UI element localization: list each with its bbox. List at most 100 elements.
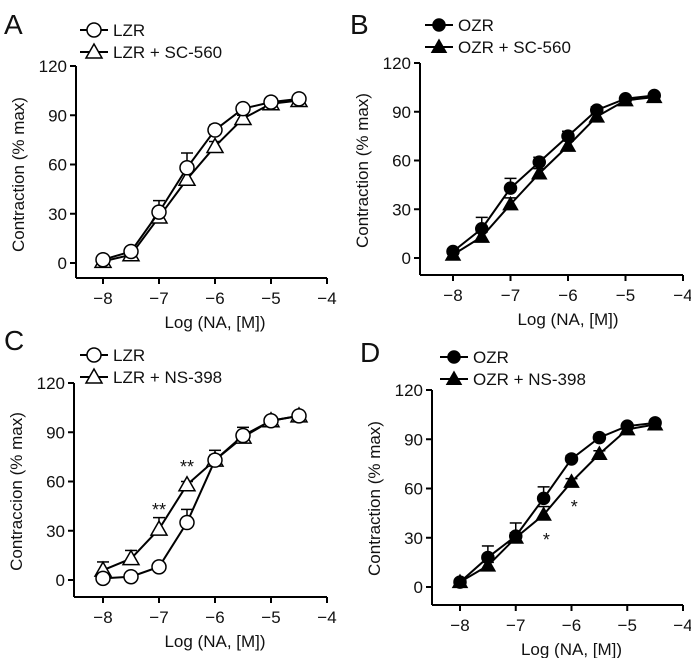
legend-item: OZR (440, 348, 509, 367)
y-tick-label: 120 (395, 381, 423, 400)
series-line (102, 99, 300, 263)
x-tick-label: −6 (205, 608, 224, 627)
legend-item: OZR + NS-398 (440, 370, 586, 389)
data-point (235, 427, 251, 444)
data-point (620, 419, 634, 433)
data-point (592, 430, 607, 445)
x-tick-label: −8 (93, 289, 112, 308)
data-point (503, 181, 518, 195)
x-tick-label: −7 (506, 616, 525, 635)
legend-item: LZR + NS-398 (80, 367, 222, 387)
significance-marker: ** (152, 500, 166, 520)
data-point (647, 88, 661, 103)
y-tick-label: 60 (404, 480, 423, 499)
panel-label: B (350, 9, 369, 40)
y-tick-label: 60 (392, 152, 411, 171)
x-tick-label: −4 (673, 616, 691, 635)
x-tick-label: −5 (616, 286, 635, 305)
legend-label: LZR + NS-398 (113, 368, 222, 387)
data-point (149, 519, 169, 536)
panel-label: A (4, 9, 23, 40)
x-tick-label: −8 (93, 608, 112, 627)
y-tick-label: 90 (392, 103, 411, 122)
legend-marker (447, 350, 461, 364)
legend-label: OZR + NS-398 (473, 370, 586, 389)
y-tick-label: 30 (392, 200, 411, 219)
data-point (509, 529, 523, 543)
panel-b: B 0 30 60 90 120 −8 −7 −6 −5 −4 Log (NA, [M]) Contra… (350, 9, 691, 329)
data-point (502, 195, 519, 211)
data-point (123, 243, 139, 260)
y-tick-label: 30 (404, 529, 423, 548)
series-line (102, 97, 300, 261)
legend-label: LZR (113, 21, 145, 40)
legend-label: OZR (458, 16, 494, 35)
y-tick-label: 0 (58, 254, 67, 273)
data-point (121, 549, 141, 566)
data-point (648, 416, 662, 430)
panel-c: C 0 30 60 90 120 −8 −7 −6 −5 −4 Log (NA, [M]) Contra… (4, 325, 337, 651)
x-axis-label: Log (NA, [M]) (164, 313, 265, 332)
data-point (179, 160, 195, 176)
data-point (207, 122, 223, 138)
data-point (151, 559, 167, 575)
series-lzr (95, 408, 307, 587)
data-point (95, 570, 111, 587)
y-tick-label: 0 (56, 571, 65, 590)
data-point (291, 91, 307, 107)
legend-marker (86, 347, 102, 363)
data-point (479, 557, 497, 572)
y-axis-label: Contraction (% max) (365, 421, 384, 576)
y-tick-label: 60 (48, 156, 67, 175)
y-axis-label: Contraction (% max) (9, 97, 28, 252)
legend-marker (432, 18, 446, 32)
data-point (453, 575, 467, 589)
data-point (123, 568, 139, 585)
y-tick-label: 0 (402, 249, 411, 268)
data-point (618, 92, 633, 106)
y-tick-label: 90 (404, 430, 423, 449)
x-tick-label: −5 (618, 616, 637, 635)
legend-label: LZR + SC-560 (113, 43, 222, 62)
data-point (207, 452, 223, 468)
data-point (561, 129, 575, 143)
legend-marker (86, 22, 102, 38)
series-ozr (453, 416, 662, 589)
legend-marker (84, 367, 104, 384)
series-lzr-sc-560 (93, 90, 309, 269)
data-point (481, 550, 495, 565)
legend-label: LZR (113, 346, 145, 365)
legend-marker (84, 42, 104, 59)
y-axis-label: Contraction (% max) (353, 93, 372, 248)
data-point (591, 445, 608, 461)
x-tick-label: −6 (562, 616, 581, 635)
x-axis-label: Log (NA, [M]) (164, 632, 265, 651)
x-tick-label: −7 (149, 289, 168, 308)
data-point (95, 251, 111, 268)
data-point (263, 94, 279, 110)
data-point (177, 169, 197, 187)
legend-item: LZR + SC-560 (80, 42, 222, 62)
legend-label: OZR (473, 348, 509, 367)
x-tick-label: −5 (261, 608, 280, 627)
data-point (233, 109, 253, 126)
x-tick-label: −7 (149, 608, 168, 627)
legend-item: LZR (80, 21, 145, 40)
significance-marker: * (571, 497, 578, 517)
x-tick-label: −5 (261, 289, 280, 308)
data-point (564, 452, 579, 466)
significance-marker: * (543, 530, 550, 550)
data-point (590, 103, 604, 117)
series-ozr (446, 88, 661, 259)
x-axis-label: Log (NA, [M]) (517, 310, 618, 329)
y-tick-label: 90 (46, 423, 65, 442)
x-axis-label: Log (NA, [M]) (521, 640, 622, 658)
data-point (532, 155, 546, 169)
x-tick-label: −8 (450, 616, 469, 635)
data-point (151, 204, 167, 220)
data-point (205, 136, 225, 154)
legend-item: OZR (425, 16, 494, 35)
y-tick-label: 30 (46, 522, 65, 541)
y-tick-label: 0 (414, 578, 423, 597)
